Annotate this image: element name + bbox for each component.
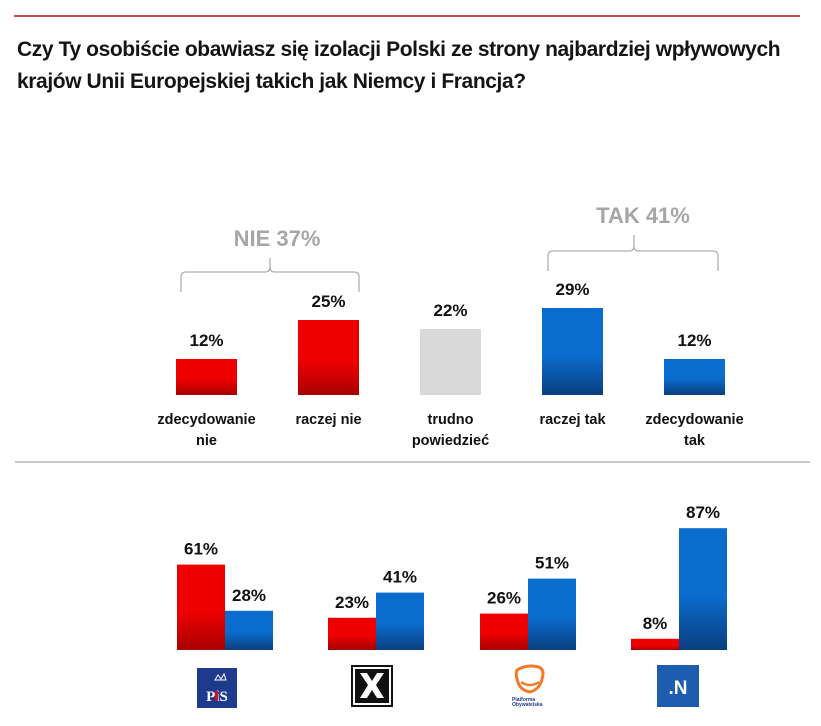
value-label: 87%	[686, 503, 720, 522]
svg-text:Platforma: Platforma	[512, 697, 535, 703]
category-label: trudno powiedzieć	[412, 412, 489, 449]
nowoczesna-logo-icon: .N	[657, 665, 699, 707]
value-label: 61%	[184, 540, 218, 559]
value-label: 25%	[311, 292, 345, 311]
value-label: 12%	[677, 331, 711, 350]
svg-text:.N: .N	[669, 678, 688, 699]
section-divider	[15, 461, 810, 463]
pis-logo-icon: PiS	[197, 668, 237, 708]
bar-tak-2	[528, 578, 576, 650]
group-bracket	[180, 258, 360, 292]
value-label: 8%	[643, 614, 668, 633]
value-label: 22%	[433, 301, 467, 320]
value-label: 28%	[232, 586, 266, 605]
bar-zdecydowanie-nie	[176, 359, 237, 395]
bar-nie-2	[480, 613, 528, 650]
value-label: 51%	[535, 554, 569, 573]
value-label: 23%	[335, 593, 369, 612]
bar-tak-3	[679, 528, 727, 650]
value-label: 12%	[189, 331, 223, 350]
bar-raczej-tak	[542, 308, 603, 395]
bar-zdecydowanie-tak	[664, 359, 725, 395]
category-label: raczej tak	[539, 412, 606, 428]
svg-text:Obywatelska: Obywatelska	[512, 702, 543, 708]
category-label: zdecydowanie tak	[645, 412, 743, 449]
group-bracket	[547, 235, 719, 271]
group-label: TAK 41%	[596, 203, 690, 228]
chart-title: Czy Ty osobiście obawiasz się izolacji P…	[17, 38, 781, 93]
bar-raczej-nie	[298, 320, 359, 395]
category-label: zdecydowanie nie	[157, 412, 255, 449]
value-label: 26%	[487, 589, 521, 608]
bar-nie-3	[631, 638, 679, 650]
value-label: 29%	[555, 280, 589, 299]
kukiz-logo-icon	[351, 665, 393, 707]
value-label: 41%	[383, 568, 417, 587]
bar-nie-1	[328, 617, 376, 650]
category-label: raczej nie	[295, 412, 361, 428]
bar-tak-1	[376, 592, 424, 650]
top-rule	[14, 15, 800, 17]
group-label: NIE 37%	[234, 226, 321, 251]
bar-trudno-powiedzieć	[420, 329, 481, 395]
bar-nie-0	[177, 564, 225, 650]
bar-tak-0	[225, 610, 273, 650]
